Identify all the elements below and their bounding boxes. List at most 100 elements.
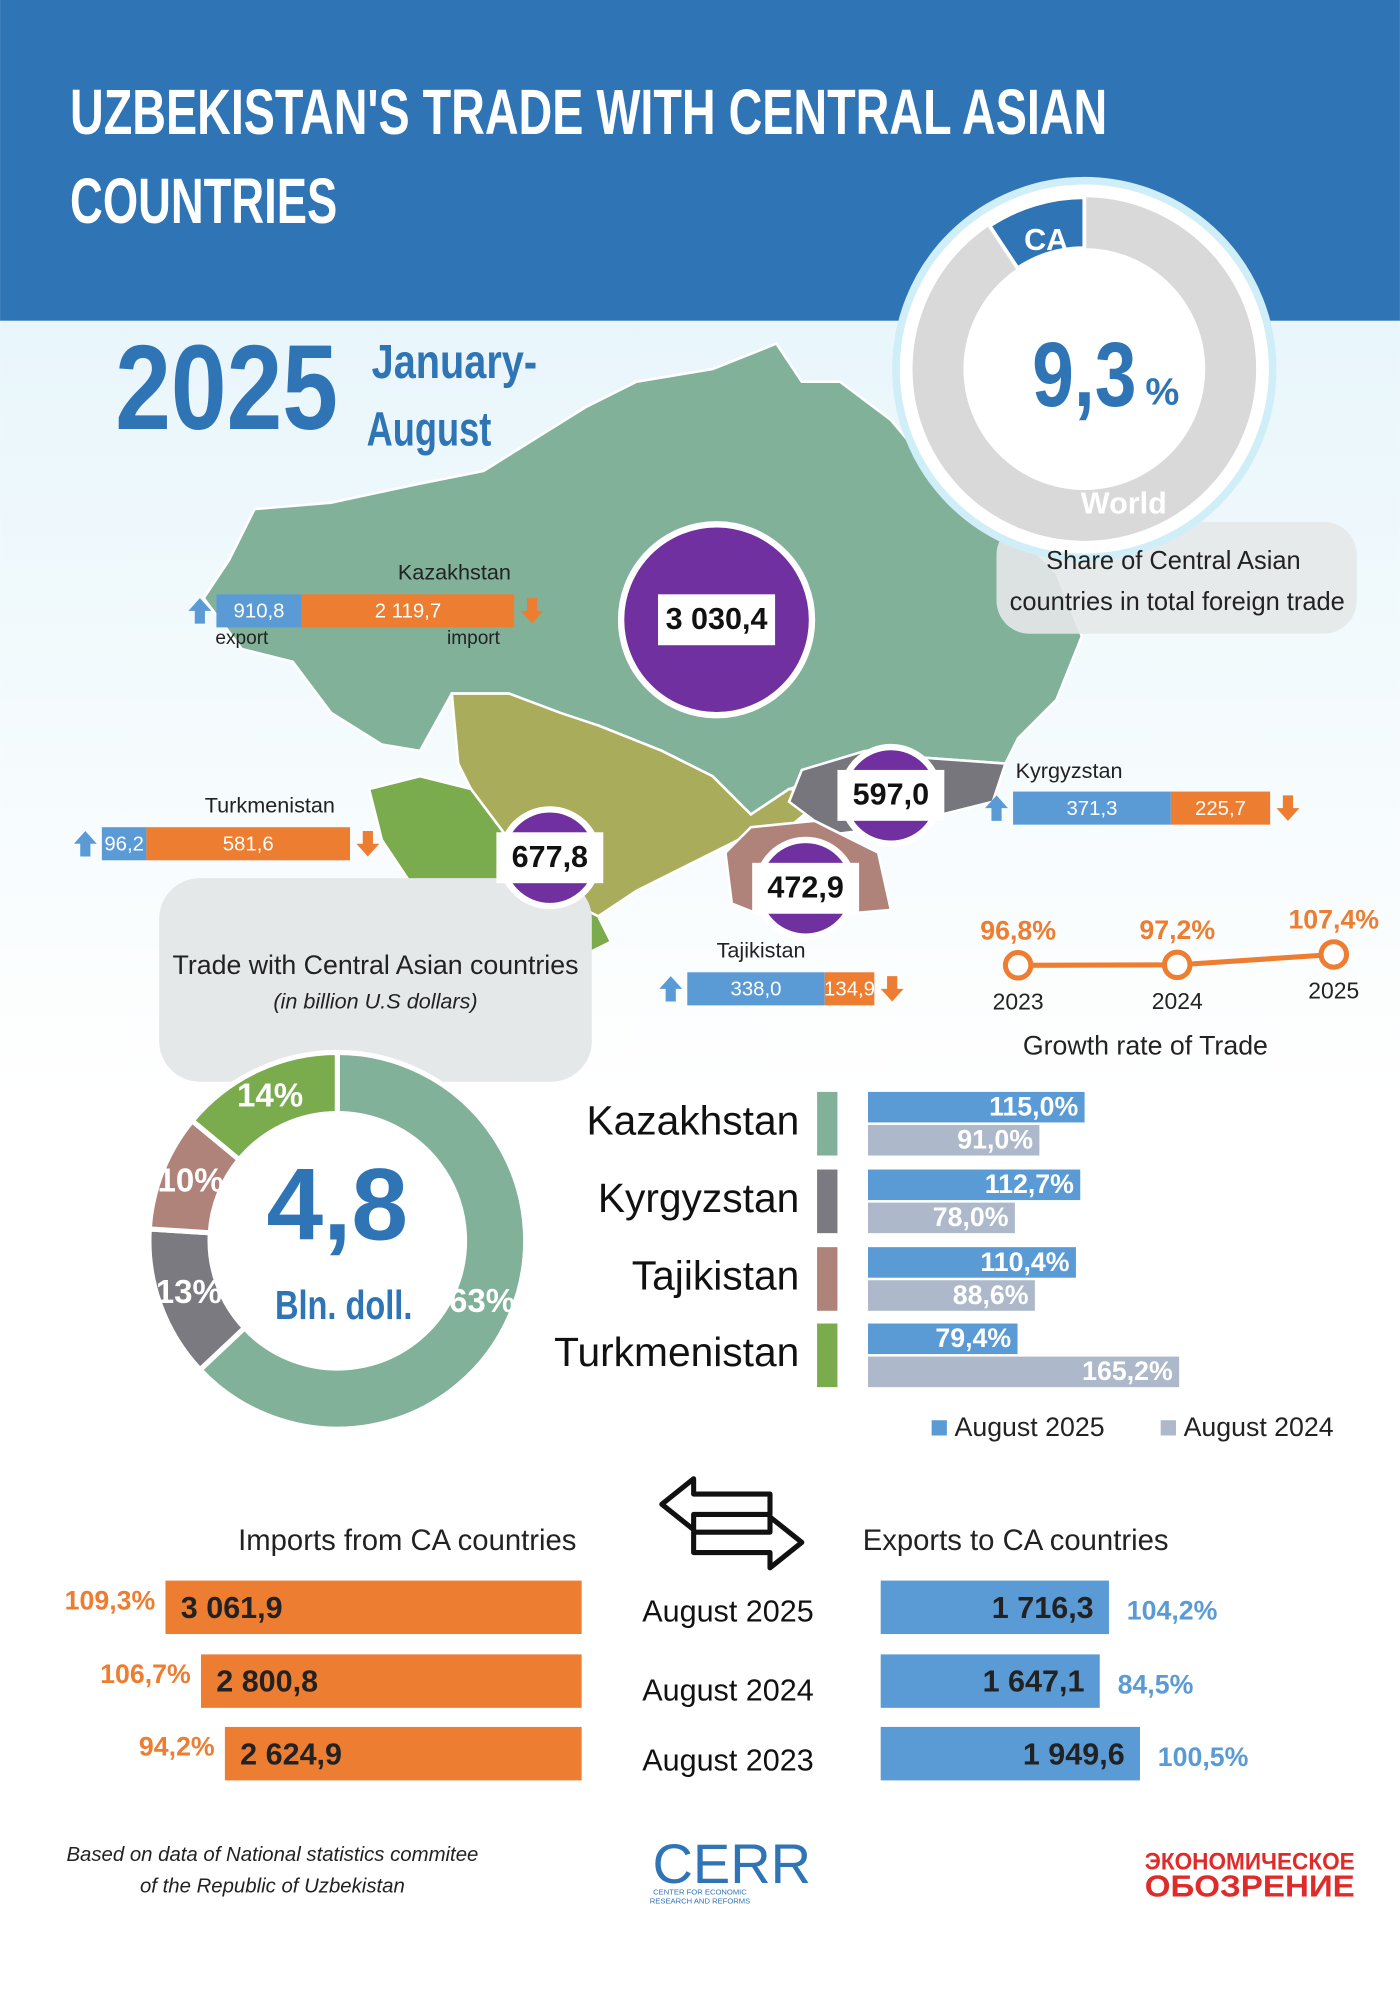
- bar: [867, 1323, 1018, 1355]
- donut-label: 63%: [449, 1283, 515, 1320]
- up-arrow: [659, 976, 683, 1002]
- bar-category: Kyrgyzstan: [598, 1175, 799, 1221]
- export-value: 338,0: [731, 978, 782, 1000]
- export-value-label: 1 647,1: [983, 1665, 1085, 1699]
- category-swatch: [817, 1091, 838, 1156]
- export-box: [687, 972, 825, 1006]
- bar: [867, 1169, 1081, 1201]
- period: August: [367, 402, 492, 456]
- legend-swatch: [1160, 1420, 1176, 1436]
- period-label: August 2024: [642, 1674, 813, 1708]
- growth-point: [1002, 950, 1034, 981]
- export-bar: [880, 1726, 1140, 1781]
- export-box: [216, 594, 302, 628]
- growth-value-label: 96,8%: [980, 915, 1056, 945]
- import-bar: [224, 1726, 582, 1781]
- bar-value-label: 79,4%: [935, 1323, 1011, 1353]
- legend-label: August 2024: [1184, 1412, 1334, 1442]
- share-caption: countries in total foreign trade: [1010, 588, 1345, 616]
- share-caption: Share of Central Asian: [1046, 547, 1301, 575]
- bar: [867, 1356, 1180, 1388]
- import-box: [146, 827, 351, 861]
- bar-value-label: 78,0%: [933, 1202, 1009, 1232]
- country-name: Kyrgyzstan: [1016, 758, 1123, 783]
- total-label: 677,8: [512, 840, 588, 874]
- export-growth-label: 100,5%: [1158, 1742, 1249, 1772]
- import-value: 225,7: [1195, 798, 1246, 820]
- growth-year: 2023: [993, 989, 1044, 1015]
- country-name: Kazakhstan: [398, 560, 511, 585]
- category-swatch: [817, 1323, 838, 1388]
- legend-label: August 2025: [955, 1412, 1105, 1442]
- import-value: 581,6: [223, 833, 274, 855]
- import-value: 134,9: [824, 978, 875, 1000]
- donut-label: 14%: [237, 1078, 303, 1115]
- donut-segment: [188, 1049, 340, 1164]
- share-ca-label: CA: [1024, 223, 1068, 257]
- bar-value-label: 88,6%: [953, 1280, 1029, 1310]
- export-box: [1013, 791, 1171, 825]
- bar-value-label: 91,0%: [957, 1125, 1033, 1155]
- cerr-subtitle: RESEARCH AND REFORMS: [650, 1896, 750, 1905]
- export-growth-label: 84,5%: [1118, 1669, 1194, 1699]
- source-note: Based on data of National statistics com…: [66, 1844, 478, 1866]
- up-arrow: [985, 795, 1008, 821]
- total-label: 472,9: [767, 871, 843, 905]
- partner-logo: ЭКОНОМИЧЕСКОЕ: [1145, 1848, 1355, 1875]
- import-value-label: 3 061,9: [181, 1591, 283, 1625]
- period: January-: [372, 335, 537, 389]
- partner-logo: ОБОЗРЕНИЕ: [1145, 1870, 1355, 1904]
- import-value-label: 2 624,9: [240, 1737, 342, 1771]
- down-arrow: [880, 976, 904, 1002]
- import-growth-label: 109,3%: [65, 1585, 156, 1615]
- map-caption-panel: [159, 878, 592, 1082]
- growth-point: [1161, 949, 1193, 981]
- import-value: 2 119,7: [375, 601, 441, 623]
- growth-title: Growth rate of Trade: [1023, 1030, 1268, 1060]
- total-label: 3 030,4: [666, 602, 768, 636]
- year: 2025: [115, 320, 338, 455]
- import-word: import: [447, 628, 501, 649]
- bar: [867, 1202, 1015, 1234]
- bar: [867, 1091, 1085, 1123]
- growth-year: 2025: [1308, 978, 1359, 1004]
- cerr-logo: CERR: [652, 1832, 811, 1895]
- period-label: August 2025: [642, 1595, 813, 1629]
- donut-label: 10%: [157, 1162, 223, 1199]
- exchange-icon: [659, 1476, 805, 1571]
- map-note: (in billion U.S dollars): [273, 989, 477, 1014]
- donut-center-value: 4,8: [267, 1148, 409, 1262]
- bar-value-label: 165,2%: [1082, 1356, 1173, 1386]
- import-growth-label: 94,2%: [139, 1732, 215, 1762]
- bar: [867, 1124, 1040, 1156]
- export-bar: [880, 1580, 1109, 1635]
- source-note: of the Republic of Uzbekistan: [140, 1876, 405, 1898]
- export-growth-label: 104,2%: [1127, 1595, 1218, 1625]
- cerr-subtitle: CENTER FOR ECONOMIC: [653, 1887, 747, 1896]
- export-box: [101, 827, 147, 861]
- bar-category: Turkmenistan: [554, 1329, 799, 1375]
- bar-category: Tajikistan: [632, 1253, 799, 1299]
- import-bar: [165, 1580, 582, 1635]
- bar: [867, 1280, 1035, 1311]
- title-line: COUNTRIES: [70, 166, 337, 237]
- export-word: export: [215, 628, 269, 649]
- share-value: 9,3: [1032, 324, 1136, 426]
- total-box: [496, 832, 604, 884]
- total-box: [837, 769, 945, 821]
- donut-label: 13%: [156, 1274, 222, 1311]
- category-swatch: [817, 1247, 838, 1311]
- bar-category: Kazakhstan: [586, 1097, 799, 1143]
- import-growth-label: 106,7%: [100, 1659, 191, 1689]
- export-value: 371,3: [1066, 798, 1117, 820]
- import-box: [301, 594, 515, 628]
- down-arrow: [356, 831, 380, 857]
- export-value: 910,8: [234, 601, 285, 623]
- growth-point: [1318, 939, 1350, 970]
- exports-title: Exports to CA countries: [863, 1525, 1169, 1557]
- bar: [867, 1247, 1076, 1278]
- total-label: 597,0: [853, 778, 929, 812]
- import-box: [1170, 791, 1271, 825]
- export-value: 96,2: [104, 833, 144, 855]
